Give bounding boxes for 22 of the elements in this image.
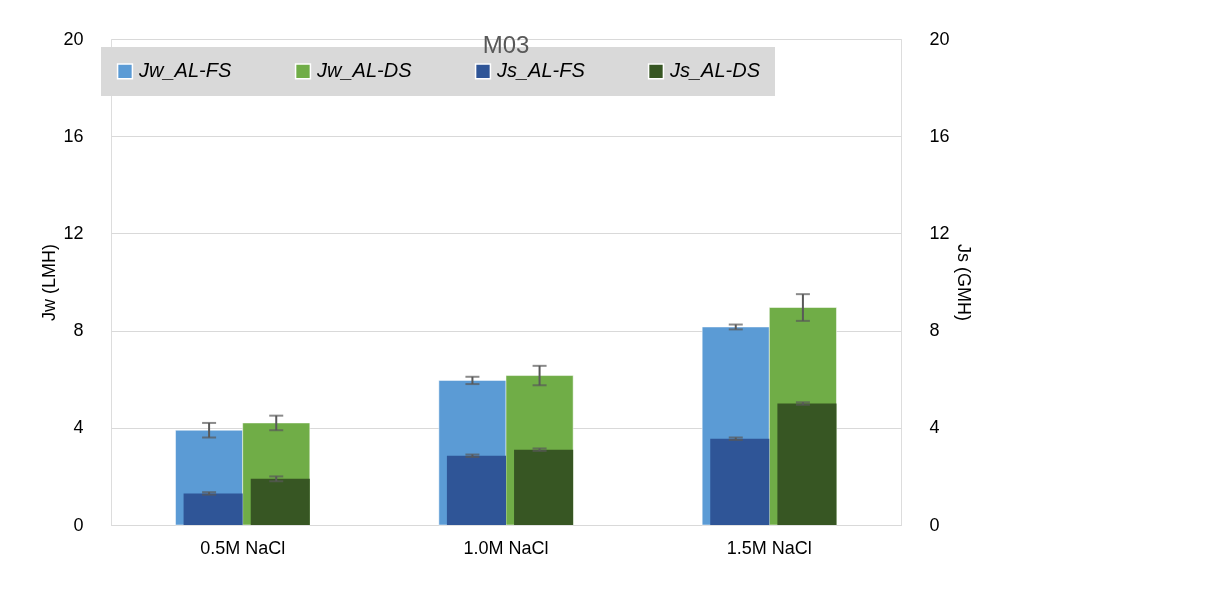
legend-label: Js_AL-FS [496,59,586,82]
y2-tick-label: 4 [929,417,940,438]
legend-label: Js_AL-DS [669,59,761,82]
x-tick-label: 1.5M NaCl [726,537,812,558]
legend-label: Jw_AL-DS [316,59,413,82]
y-tick-label: 16 [63,125,84,146]
legend-label: Jw_AL-FS [138,59,232,82]
y2-tick-label: 16 [929,125,950,146]
chart-title: M03 [482,31,530,58]
y-tick-label: 4 [73,417,84,438]
y2-tick-label: 0 [929,514,940,535]
y2-tick-label: 20 [929,28,950,49]
y-axis-title: Jw (LMH) [39,244,60,321]
y2-axis-title: Js (GMH) [953,244,974,321]
x-tick-label: 0.5M NaCl [200,537,286,558]
y-tick-label: 12 [63,222,84,243]
x-tick-label: 1.0M NaCl [463,537,549,558]
y-tick-label: 0 [73,514,84,535]
y-tick-label: 20 [63,28,84,49]
y2-tick-label: 12 [929,222,950,243]
y-tick-label: 8 [73,320,84,341]
y2-tick-label: 8 [929,320,940,341]
